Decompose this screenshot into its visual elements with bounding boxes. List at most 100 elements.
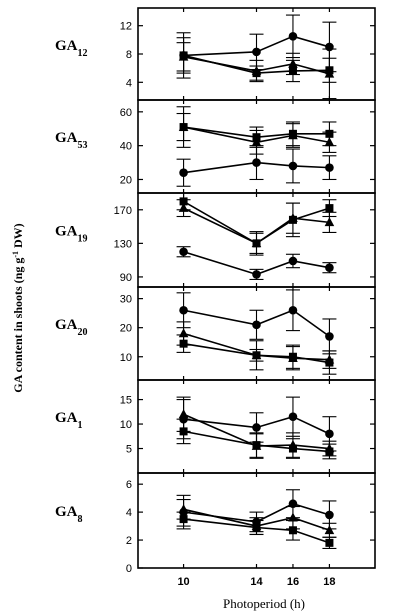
y-tick-label: 2 xyxy=(126,535,132,547)
data-point-triangle xyxy=(324,137,335,147)
panel-label-subscript: 53 xyxy=(78,140,88,151)
panel-label-subscript: 8 xyxy=(78,514,83,525)
series-triangle xyxy=(176,321,337,371)
x-tick-label: 16 xyxy=(287,576,299,588)
series-line xyxy=(183,309,330,338)
data-point-triangle xyxy=(324,217,335,227)
y-tick-label: 5 xyxy=(126,444,132,456)
y-tick-label: 40 xyxy=(120,141,132,153)
data-point-triangle xyxy=(324,525,335,535)
series-triangle xyxy=(176,396,337,459)
panels-layer: GA124812GA53204060GA1990130170GA20102030… xyxy=(55,7,376,588)
panel-label-subscript: 20 xyxy=(78,327,88,338)
data-point-triangle xyxy=(178,504,189,514)
panel-label: GA12 xyxy=(55,38,88,59)
series-line xyxy=(183,207,330,245)
y-tick-label: 8 xyxy=(126,49,132,61)
data-point-circle xyxy=(252,158,261,167)
data-point-circle xyxy=(288,32,298,41)
panel-label-base: GA xyxy=(55,504,78,520)
data-point-circle xyxy=(179,247,188,257)
series-line xyxy=(183,161,330,174)
series-line xyxy=(183,56,330,75)
series-triangle xyxy=(176,199,337,256)
series-line xyxy=(183,126,330,139)
y-title-superscript: -1 xyxy=(11,251,20,258)
data-point-triangle xyxy=(178,121,189,131)
panel-label-subscript: 1 xyxy=(78,420,83,431)
data-point-triangle xyxy=(288,212,298,222)
data-point-triangle xyxy=(251,238,262,248)
data-point-circle xyxy=(325,429,334,439)
data-point-triangle xyxy=(288,353,298,363)
data-point-circle xyxy=(252,320,261,330)
panel-label-subscript: 12 xyxy=(78,47,88,58)
data-point-triangle xyxy=(178,409,189,419)
data-point-triangle xyxy=(251,520,262,530)
series-line xyxy=(183,508,330,532)
series-line xyxy=(183,332,330,361)
data-point-circle xyxy=(325,263,334,272)
y-tick-label: 90 xyxy=(120,272,132,284)
panel-ga53: GA53 20 40 60 xyxy=(55,99,376,194)
y-tick-label: 0 xyxy=(126,563,132,575)
panel-ga8: GA8 0 2 4 6 xyxy=(55,472,376,575)
data-point-circle xyxy=(288,256,298,266)
x-tick-label: 18 xyxy=(323,576,335,588)
series-line xyxy=(183,413,330,450)
data-point-circle xyxy=(252,47,261,57)
x-axis-title: Photoperiod (h) xyxy=(223,596,305,611)
y-tick-label: 12 xyxy=(120,21,132,33)
data-point-triangle xyxy=(288,439,298,449)
series-line xyxy=(183,518,330,544)
x-tick-label: 14 xyxy=(250,576,263,588)
panel-label-base: GA xyxy=(55,130,78,146)
series-circle xyxy=(176,246,337,280)
panel-label: GA19 xyxy=(55,224,88,245)
panel-ga12: GA12 4 8 12 xyxy=(55,7,376,101)
series-triangle xyxy=(176,42,337,100)
data-point-circle xyxy=(288,305,298,315)
panel-ga19: GA19 90 130 170 xyxy=(55,192,376,288)
panel-label-base: GA xyxy=(55,224,78,240)
y-tick-label: 60 xyxy=(120,107,132,119)
data-point-circle xyxy=(288,499,298,509)
data-point-triangle xyxy=(324,443,335,453)
data-point-triangle xyxy=(324,68,335,78)
data-point-triangle xyxy=(324,354,335,364)
data-point-circle xyxy=(179,305,188,315)
series-triangle xyxy=(176,112,337,155)
data-point-circle xyxy=(325,332,334,341)
data-point-circle xyxy=(288,412,298,422)
data-point-circle xyxy=(179,168,188,178)
series-line xyxy=(183,126,330,144)
y-tick-label: 6 xyxy=(126,479,132,491)
data-point-circle xyxy=(288,161,298,171)
series-line xyxy=(183,35,330,57)
panel-label: GA1 xyxy=(55,410,83,431)
data-point-triangle xyxy=(251,137,262,147)
data-point-circle xyxy=(325,163,334,172)
data-point-square xyxy=(325,538,334,547)
y-tick-label: 170 xyxy=(114,205,132,217)
series-circle xyxy=(176,289,337,355)
series-line xyxy=(183,430,330,453)
data-point-triangle xyxy=(251,440,262,450)
y-tick-label: 130 xyxy=(114,238,132,250)
series-line xyxy=(183,250,330,276)
y-tick-label: 4 xyxy=(126,77,132,89)
data-point-triangle xyxy=(288,130,298,140)
series-line xyxy=(183,415,330,435)
panel-label: GA20 xyxy=(55,317,88,338)
y-title-part: DW) xyxy=(11,223,25,251)
data-point-triangle xyxy=(288,58,298,68)
y-tick-label: 10 xyxy=(120,352,132,364)
data-point-square xyxy=(325,204,334,213)
y-tick-label: 20 xyxy=(120,174,132,186)
data-point-triangle xyxy=(288,512,298,522)
panel-label-base: GA xyxy=(55,410,78,426)
series-triangle xyxy=(176,498,337,538)
